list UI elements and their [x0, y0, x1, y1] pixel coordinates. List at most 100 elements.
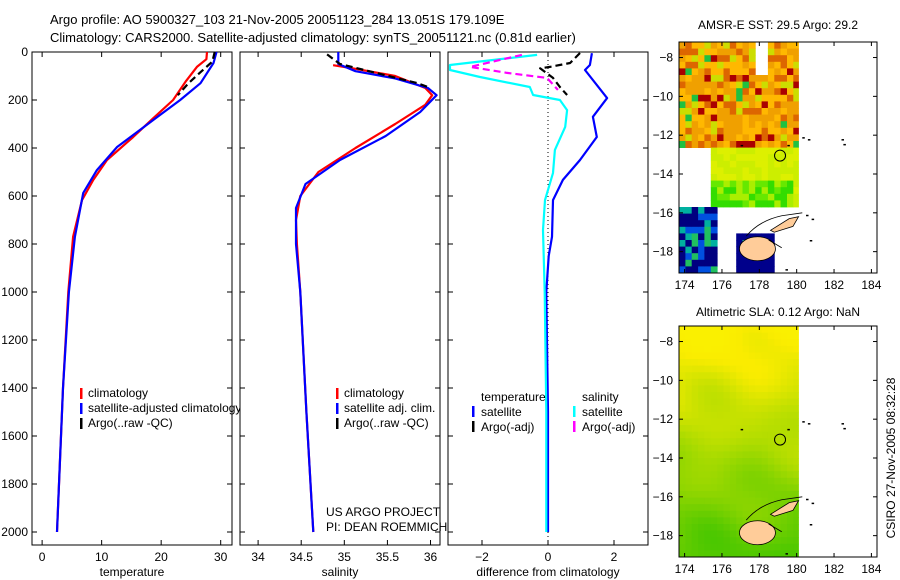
map-cell: [679, 444, 686, 452]
credit-pi: PI: DEAN ROEMMICH: [326, 520, 447, 534]
map-cell: [742, 444, 750, 452]
map-cell: [698, 121, 705, 129]
map-cell: [742, 484, 750, 492]
map-cell: [736, 524, 743, 531]
lon-tick-label: 174: [675, 278, 695, 292]
map-cell: [780, 537, 788, 545]
map-cell: [717, 94, 724, 102]
map-cell: [793, 180, 799, 188]
map-cell: [691, 114, 699, 122]
land-vanua-levu: [769, 500, 800, 517]
map-cell: [717, 167, 724, 175]
map-cell: [755, 127, 762, 135]
map-cell: [748, 378, 756, 386]
map-cell: [717, 200, 724, 208]
map-cell: [742, 101, 750, 109]
map-cell: [698, 352, 705, 360]
map-cell: [691, 471, 699, 479]
map-cell: [717, 504, 724, 512]
map-cell: [767, 42, 775, 49]
map-cell: [723, 497, 731, 505]
map-cell: [736, 160, 743, 168]
map-cell: [736, 167, 743, 175]
csiro-timestamp: CSIRO 27-Nov-2005 08:32:28: [884, 377, 898, 538]
map-cell: [698, 411, 705, 419]
map-cell: [710, 55, 718, 63]
map-cell: [691, 81, 699, 89]
map-cell: [774, 48, 782, 56]
map-cell: [761, 543, 769, 551]
island-marker: [787, 144, 790, 147]
map-cell: [767, 451, 775, 459]
map-cell: [729, 101, 737, 109]
map-cell: [729, 524, 737, 531]
map-cell: [780, 530, 788, 538]
map-cell: [774, 484, 782, 492]
map-cell: [780, 68, 788, 76]
map-cell: [742, 372, 750, 380]
map-cell: [691, 550, 699, 558]
map-cell: [787, 88, 794, 96]
map-cell: [767, 174, 775, 181]
map-cell: [767, 477, 775, 485]
map-cell: [698, 444, 705, 452]
map-cell: [704, 385, 712, 393]
map-cell: [742, 339, 750, 347]
map-cell: [774, 504, 782, 512]
map-cell: [787, 418, 794, 426]
plot-frame: [31, 51, 233, 546]
map-cell: [780, 517, 788, 525]
map-cell: [767, 127, 775, 135]
map-cell: [761, 174, 769, 181]
map-cell: [710, 240, 718, 247]
map-cell: [729, 451, 737, 459]
map-cell: [729, 458, 737, 465]
map-cell: [710, 530, 718, 538]
map-cell: [717, 372, 724, 380]
map-cell: [774, 174, 782, 181]
map-cell: [748, 425, 756, 432]
map-cell: [679, 332, 686, 340]
map-cell: [787, 398, 794, 406]
map-cell: [742, 42, 750, 49]
map-cell: [748, 398, 756, 406]
map-cell: [761, 398, 769, 406]
series-satellite-adjusted-climatology: [55, 51, 218, 533]
map-cell: [723, 167, 731, 175]
map-cell: [704, 127, 712, 135]
map-cell: [748, 154, 756, 162]
map-cell: [704, 359, 712, 366]
map-cell: [685, 477, 693, 485]
map-cell: [736, 497, 743, 505]
map-cell: [679, 372, 686, 380]
map-cell: [698, 114, 705, 122]
map-cell: [767, 359, 775, 366]
map-cell: [755, 114, 762, 122]
map-cell: [774, 108, 782, 115]
map-cell: [793, 464, 799, 472]
map-cell: [691, 477, 699, 485]
map-cell: [698, 326, 705, 333]
map-cell: [704, 68, 712, 76]
map-cell: [780, 425, 788, 432]
map-cell: [742, 193, 750, 201]
map-cell: [729, 88, 737, 96]
lat-tick-label: −16: [653, 206, 674, 220]
map-cell: [723, 187, 731, 195]
map-cell: [723, 154, 731, 162]
map-cell: [729, 530, 737, 538]
map-cell: [767, 75, 775, 82]
map-cell: [761, 550, 769, 558]
map-cell: [780, 75, 788, 82]
map-cell: [717, 154, 724, 162]
map-cell: [698, 127, 705, 135]
lat-tick-label: −8: [659, 335, 673, 349]
map-cell: [748, 477, 756, 485]
map-cell: [774, 418, 782, 426]
map-cell: [710, 418, 718, 426]
map-cell: [761, 425, 769, 432]
map-cell: [691, 418, 699, 426]
map-cell: [717, 530, 724, 538]
x-axis-label: temperature: [100, 565, 165, 579]
map-cell: [679, 240, 686, 247]
